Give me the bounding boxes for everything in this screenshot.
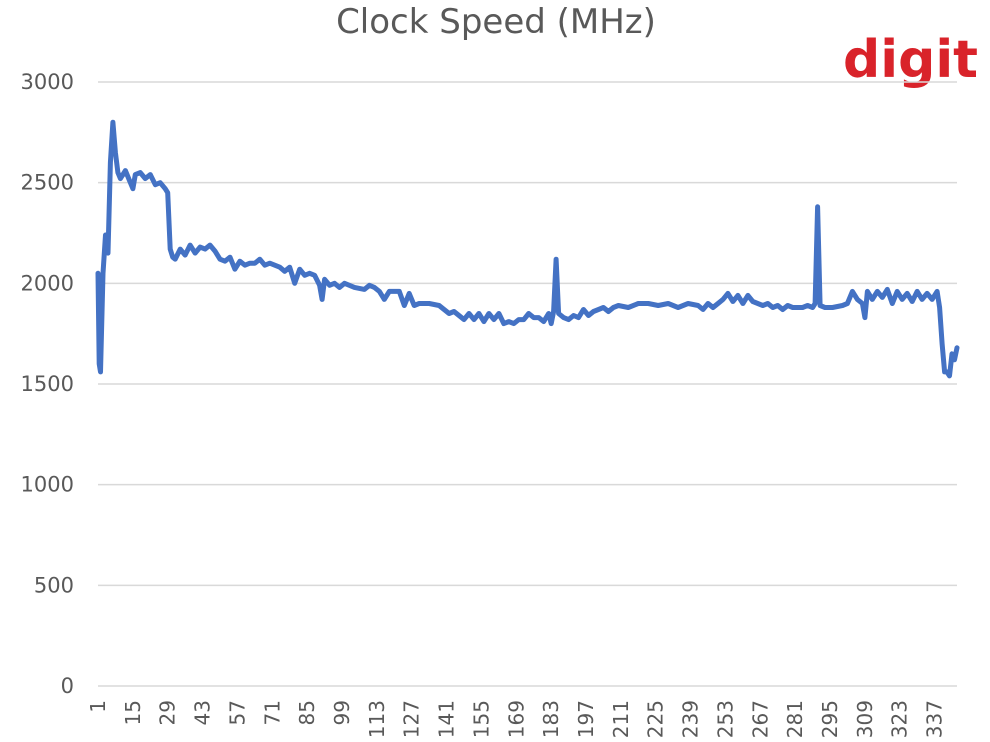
x-tick-label: 29 [156, 700, 180, 725]
y-tick-label: 1500 [21, 372, 74, 396]
x-axis-ticks: 1 15 29 43 57 71 85 99 113 127 141 155 169 183 197 211 2… [86, 700, 947, 738]
series-line-0 [95, 119, 960, 379]
y-axis-ticks: 0 500 1000 1500 2000 2500 3000 [21, 70, 74, 698]
gridlines [98, 81, 957, 687]
x-tick-label: 15 [121, 700, 145, 725]
x-tick-label: 127 [400, 700, 424, 738]
x-tick-label: 197 [574, 700, 598, 738]
x-tick-label: 183 [539, 700, 563, 738]
x-tick-label: 295 [818, 700, 842, 738]
x-tick-label: 225 [644, 700, 668, 738]
x-tick-label: 267 [748, 700, 772, 738]
series-layer [95, 119, 960, 379]
x-tick-label: 239 [679, 700, 703, 738]
x-tick-label: 141 [435, 700, 459, 738]
y-tick-label: 3000 [21, 70, 74, 94]
y-tick-label: 500 [34, 573, 74, 597]
chart-title: Clock Speed (MHz) [336, 2, 656, 42]
x-tick-label: 99 [330, 700, 354, 725]
x-tick-label: 281 [783, 700, 807, 738]
x-tick-label: 155 [469, 700, 493, 738]
y-tick-label: 1000 [21, 473, 74, 497]
x-tick-label: 253 [713, 700, 737, 738]
y-tick-label: 2000 [21, 271, 74, 295]
x-tick-label: 57 [225, 700, 249, 725]
x-tick-label: 211 [609, 700, 633, 738]
y-tick-label: 2500 [21, 171, 74, 195]
x-tick-label: 71 [260, 700, 284, 725]
x-tick-label: 43 [191, 700, 215, 725]
x-tick-label: 337 [923, 700, 947, 738]
x-tick-label: 309 [853, 700, 877, 738]
digit-logo: digit [843, 30, 978, 90]
x-tick-label: 169 [504, 700, 528, 738]
x-tick-label: 1 [86, 700, 110, 713]
x-tick-label: 85 [295, 700, 319, 725]
x-tick-label: 113 [365, 700, 389, 738]
y-tick-label: 0 [61, 674, 74, 698]
x-tick-label: 323 [888, 700, 912, 738]
